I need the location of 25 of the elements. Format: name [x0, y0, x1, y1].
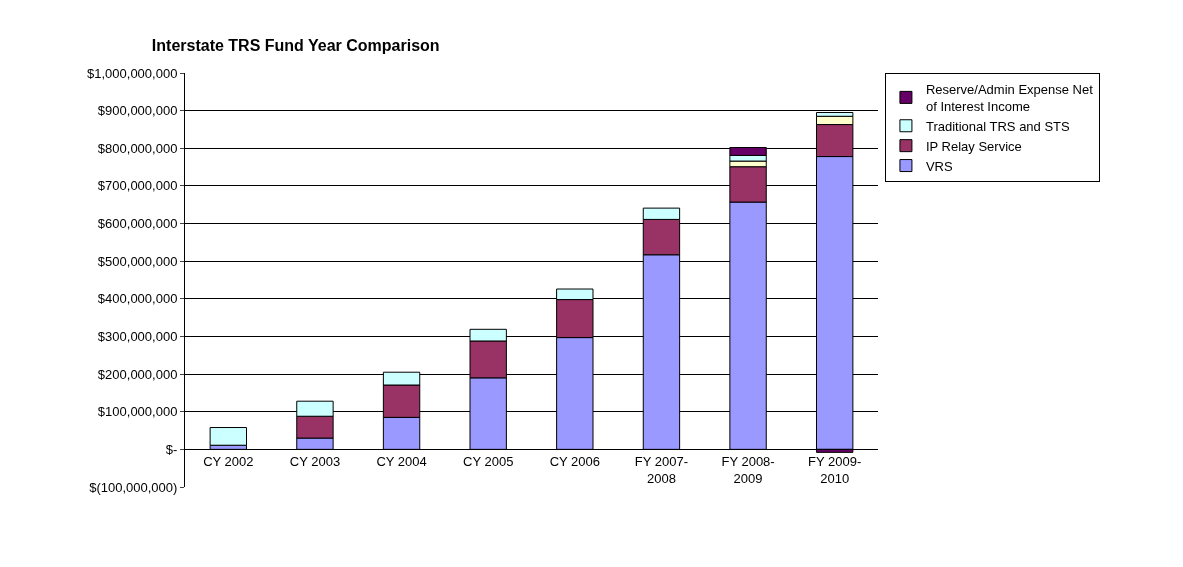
y-tick-label: $300,000,000: [97, 329, 178, 344]
y-tick-label: $1,000,000,000: [87, 65, 178, 81]
x-tick-label: CY 2005: [463, 453, 514, 469]
legend-label: Traditional TRS and STS: [925, 118, 1071, 134]
x-tick-label: FY 2007-2008: [634, 453, 689, 486]
chart-title: Interstate TRS Fund Year Comparison: [151, 36, 440, 54]
legend-label: Reserve/Admin Expense Net of Interest Income: [925, 82, 1094, 114]
x-tick-label: CY 2004: [376, 453, 427, 469]
y-tick-label: $200,000,000: [97, 366, 178, 382]
y-tick-label: $800,000,000: [97, 140, 178, 156]
y-tick-label: $900,000,000: [97, 103, 178, 119]
y-tick-label: $700,000,000: [97, 178, 178, 194]
x-tick-label: CY 2002: [203, 453, 254, 469]
legend-label: IP Relay Service: [925, 138, 1022, 154]
y-tick-label: $400,000,000: [97, 291, 178, 307]
y-tick-label: $100,000,000: [97, 404, 178, 420]
x-tick-label: CY 2003: [289, 453, 341, 469]
y-tick-label: $600,000,000: [97, 216, 178, 232]
y-tick-label: $-: [165, 441, 178, 457]
x-tick-label: FY 2009-2010: [808, 453, 862, 486]
legend-label: VRS: [925, 158, 953, 174]
x-tick-label: FY 2008-2009: [721, 453, 775, 486]
y-tick-label: $500,000,000: [97, 253, 178, 269]
x-tick-label: CY 2006: [549, 453, 600, 469]
y-tick-label: $(100,000,000): [89, 479, 178, 495]
